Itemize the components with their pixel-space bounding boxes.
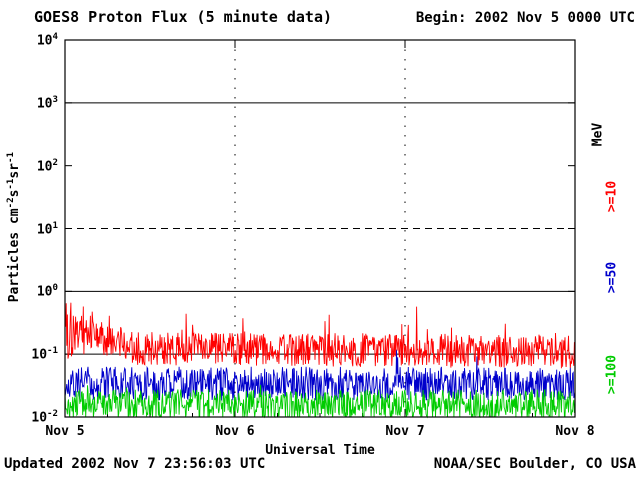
y-tick-label: 104 <box>36 32 58 49</box>
x-tick-label: Nov 6 <box>215 424 255 439</box>
x-axis-title: Universal Time <box>265 443 375 458</box>
right-axis-unit-label: MeV <box>590 122 606 147</box>
x-tick-label: Nov 7 <box>385 424 425 439</box>
series-line-gege50 <box>64 349 576 401</box>
y-tick-label: 103 <box>36 94 58 112</box>
x-tick-label: Nov 5 <box>45 424 85 439</box>
y-axis-title: Particles cm-2s-1sr-1 <box>5 152 23 303</box>
y-tick-label: 101 <box>36 220 58 237</box>
y-tick-label: 102 <box>36 157 58 174</box>
y-tick-label: 100 <box>36 283 58 300</box>
chart-title: GOES8 Proton Flux (5 minute data) <box>34 8 333 26</box>
x-tick-label: Nov 8 <box>555 424 595 439</box>
y-tick-label: 10-1 <box>31 346 58 363</box>
series-line-gege10 <box>64 302 576 369</box>
y-tick-label: 10-2 <box>31 409 58 426</box>
series-label-ge100: >=100 <box>604 354 620 395</box>
series-label-ge50: >=50 <box>604 261 620 294</box>
credit-label: NOAA/SEC Boulder, CO USA <box>433 456 636 472</box>
series-line-gege100 <box>64 384 576 419</box>
axis-frame <box>64 39 576 418</box>
updated-timestamp: Updated 2002 Nov 7 23:56:03 UTC <box>4 456 266 472</box>
begin-time-label: Begin: 2002 Nov 5 0000 UTC <box>415 10 635 26</box>
